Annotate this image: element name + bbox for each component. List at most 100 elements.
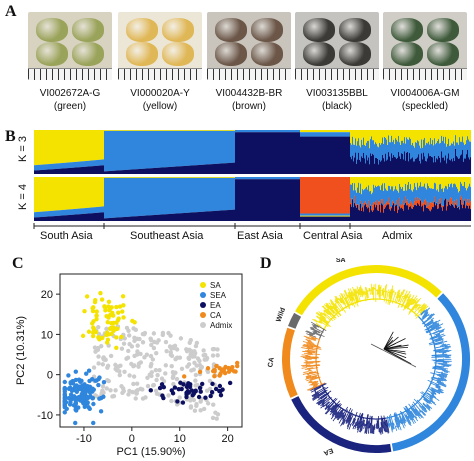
tree-inner-arc (323, 298, 419, 330)
seed-accession-label: VI003135BBL (306, 88, 368, 99)
pca-point (156, 338, 161, 343)
seed (72, 42, 104, 66)
pca-point (201, 406, 207, 412)
pca-axes-frame (59, 273, 243, 428)
pca-point (149, 342, 154, 348)
pca-point (104, 386, 109, 391)
pca-point (186, 356, 192, 361)
pca-point (132, 338, 137, 344)
pca-point (214, 363, 219, 369)
legend-label: Admix (210, 321, 232, 330)
pca-point (108, 306, 113, 311)
legend-swatch (200, 322, 206, 328)
pca-point (186, 362, 192, 367)
pca-point (105, 365, 110, 370)
pca-point (104, 314, 109, 319)
pca-point (217, 383, 223, 389)
pca-point (179, 366, 185, 371)
pca-point (148, 388, 153, 393)
pca-point (131, 374, 137, 379)
pca-point (74, 396, 80, 402)
pca-point (172, 385, 178, 390)
tree-branches-sea (386, 307, 452, 433)
scale-ruler (118, 68, 202, 80)
pca-point (62, 389, 67, 394)
pca-point (62, 399, 67, 404)
pca-point (90, 333, 96, 339)
pca-point (85, 400, 90, 405)
x-tick-label: 20 (222, 433, 234, 445)
pca-point (134, 352, 140, 357)
pca-point (179, 386, 184, 392)
pca-point (188, 382, 193, 387)
pca-point (215, 347, 220, 352)
pca-point (108, 325, 114, 331)
pca-point (104, 326, 109, 332)
x-axis-label: PC1 (15.90%) (116, 446, 185, 458)
pca-point (104, 330, 110, 335)
pca-point (148, 353, 154, 359)
pca-point (159, 382, 165, 387)
pca-series-ea (148, 380, 233, 405)
pca-point (122, 369, 127, 375)
pca-point (209, 390, 215, 395)
pca-point (175, 399, 180, 404)
pca-point (212, 373, 217, 379)
pca-point (160, 330, 166, 336)
pca-point (138, 351, 143, 357)
pca-point (86, 329, 92, 334)
pca-point (235, 363, 240, 369)
pca-point (74, 383, 79, 388)
seed (339, 18, 371, 42)
x-tick-label: 10 (174, 433, 186, 445)
pca-point (192, 408, 198, 413)
pca-point (205, 366, 211, 371)
pca-point (189, 368, 194, 373)
pca-point (210, 353, 216, 358)
pca-point (73, 377, 79, 383)
pca-point (126, 392, 131, 397)
pca-point (72, 394, 77, 399)
pca-point (96, 361, 101, 366)
pca-point (86, 387, 91, 393)
k4-label: K = 4 (17, 184, 29, 210)
pca-point (84, 294, 90, 299)
pca-point (76, 377, 82, 382)
pca-point (108, 388, 113, 393)
pca-point (202, 357, 207, 362)
tree-branches-sa (312, 283, 429, 331)
pca-point (140, 387, 145, 392)
clade-ring-wild (287, 312, 302, 329)
seed (303, 18, 335, 42)
pca-point (157, 368, 162, 373)
pca-point (214, 416, 219, 421)
pca-point (102, 357, 108, 362)
pca-series-sa (80, 290, 137, 351)
pca-point (79, 398, 84, 403)
pca-point (101, 380, 107, 385)
seed-photo (295, 12, 379, 80)
pca-point (117, 369, 122, 374)
seed (162, 18, 194, 42)
pca-point (102, 305, 108, 310)
seed (251, 42, 283, 66)
seed (391, 18, 423, 42)
pca-point (200, 381, 205, 387)
structure-k4-row (34, 177, 472, 221)
pca-point (154, 377, 159, 383)
pca-point (100, 362, 105, 367)
pca-point (95, 347, 101, 353)
pca-point (87, 378, 92, 384)
clade-ring-sa (295, 265, 442, 316)
clade-label-ca: CA (267, 357, 276, 368)
pca-point (171, 346, 176, 351)
seed-photo (118, 12, 202, 80)
seed (162, 42, 194, 66)
seed-accession-label: VI000020A-Y (130, 88, 190, 99)
pca-point (174, 376, 180, 382)
pca-point (184, 348, 190, 354)
pca-point (194, 363, 199, 368)
legend-swatch (200, 292, 206, 298)
seed (251, 18, 283, 42)
pca-point (166, 393, 171, 398)
